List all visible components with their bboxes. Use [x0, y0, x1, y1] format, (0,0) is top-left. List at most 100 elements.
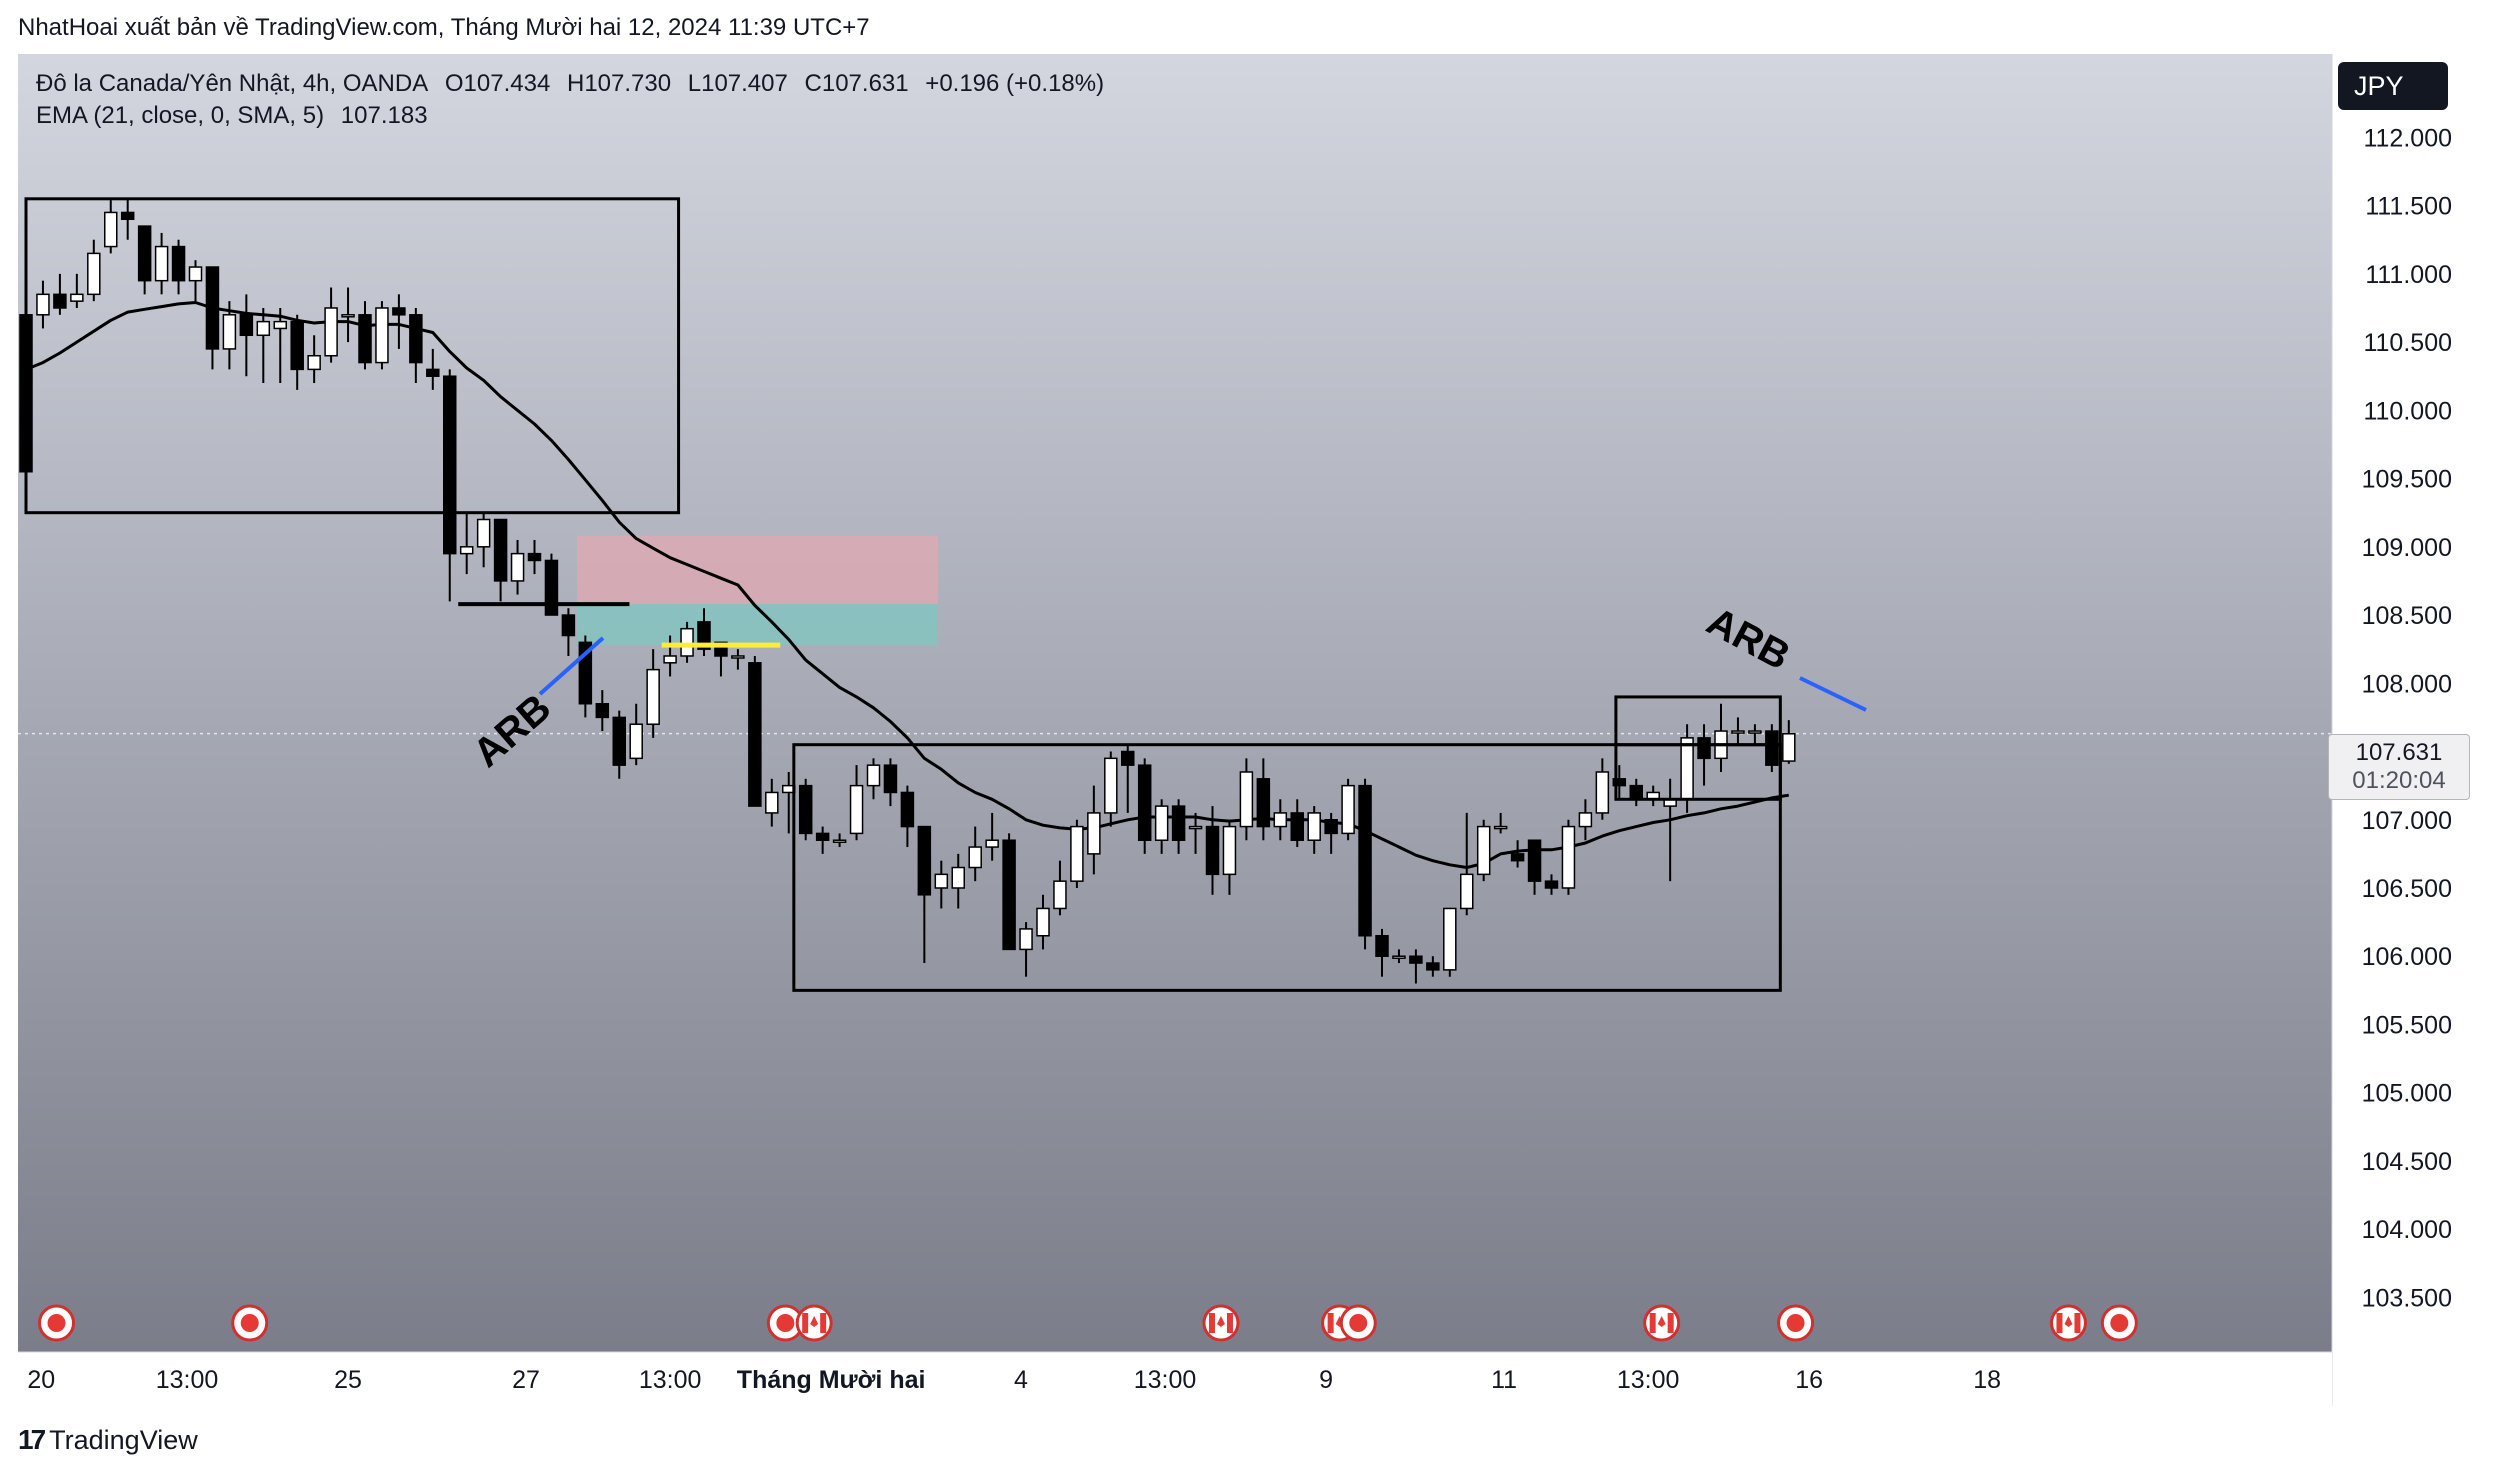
candle-body[interactable]	[1104, 757, 1118, 814]
candle-body[interactable]	[1036, 907, 1050, 937]
candle-body[interactable]	[968, 846, 982, 869]
candle-body[interactable]	[476, 518, 491, 548]
candle-body[interactable]	[222, 314, 237, 350]
candle-body[interactable]	[1409, 955, 1423, 964]
candle-body[interactable]	[815, 832, 830, 841]
candle-body[interactable]	[1341, 784, 1355, 835]
candle-body[interactable]	[934, 873, 949, 889]
candle-body[interactable]	[256, 320, 271, 337]
candle-body[interactable]	[680, 627, 694, 657]
candle-body[interactable]	[510, 552, 525, 582]
candle-body[interactable]	[1273, 812, 1288, 828]
candle-body[interactable]	[493, 518, 508, 582]
candle-body[interactable]	[443, 375, 457, 555]
currency-badge[interactable]: JPY	[2338, 62, 2448, 110]
candle-body[interactable]	[629, 723, 643, 760]
candle-body[interactable]	[1188, 825, 1203, 830]
candle-body[interactable]	[137, 225, 152, 282]
candle-body[interactable]	[1392, 955, 1406, 959]
candle-body[interactable]	[765, 791, 779, 814]
candle-body[interactable]	[697, 621, 711, 650]
candle-body[interactable]	[290, 320, 304, 371]
candle-body[interactable]	[1782, 733, 1796, 762]
indicator-name[interactable]: EMA (21, close, 0, SMA, 5)	[36, 102, 325, 129]
candle-body[interactable]	[205, 266, 220, 350]
candle-body[interactable]	[731, 655, 745, 659]
candle-body[interactable]	[612, 716, 626, 766]
candle-body[interactable]	[1765, 730, 1779, 766]
candle-body[interactable]	[459, 546, 474, 555]
range-box[interactable]	[24, 197, 681, 515]
candle-body[interactable]	[883, 764, 898, 794]
candle-body[interactable]	[1731, 730, 1745, 734]
chart-panel[interactable]: ARB ARB 112.000 111.500 111.000 110.500 110.0…	[18, 54, 2474, 1406]
range-box[interactable]	[792, 743, 1782, 992]
symbol-legend[interactable]: Đô la Canada/Yên Nhật, 4h, OANDA O107.43…	[36, 70, 1114, 98]
candle-body[interactable]	[1290, 812, 1304, 841]
candle-body[interactable]	[748, 662, 762, 807]
candle-body[interactable]	[1748, 730, 1762, 734]
candle-body[interactable]	[53, 293, 67, 309]
candle-body[interactable]	[1222, 825, 1237, 876]
symbol-name[interactable]: Đô la Canada/Yên Nhật, 4h, OANDA	[36, 70, 429, 97]
candle-body[interactable]	[544, 559, 559, 616]
candle-body[interactable]	[36, 293, 50, 316]
candle-body[interactable]	[273, 320, 287, 330]
candle-body[interactable]	[1358, 784, 1372, 937]
time-axis[interactable]	[18, 1352, 2332, 1406]
candle-body[interactable]	[409, 314, 423, 364]
candle-body[interactable]	[341, 314, 355, 318]
candle-body[interactable]	[832, 839, 847, 843]
candle-body[interactable]	[1697, 737, 1711, 760]
candle-body[interactable]	[1324, 819, 1338, 835]
arb-arrow-line[interactable]	[1799, 676, 1867, 712]
candle-body[interactable]	[1680, 737, 1694, 801]
candle-body[interactable]	[1510, 853, 1525, 862]
candle-body[interactable]	[1205, 825, 1220, 876]
candle-body[interactable]	[358, 314, 372, 364]
candle-body[interactable]	[663, 655, 677, 664]
candle-body[interactable]	[307, 354, 321, 371]
candle-body[interactable]	[1493, 825, 1508, 830]
candle-body[interactable]	[1460, 873, 1474, 910]
candle-body[interactable]	[866, 764, 881, 787]
candle-body[interactable]	[1443, 907, 1457, 971]
candle-body[interactable]	[87, 252, 101, 296]
candle-body[interactable]	[426, 368, 440, 377]
candle-body[interactable]	[646, 668, 660, 725]
candle-body[interactable]	[375, 307, 389, 364]
candle-body[interactable]	[1595, 771, 1610, 814]
candle-body[interactable]	[1578, 812, 1593, 828]
candle-body[interactable]	[1256, 778, 1271, 828]
candle-body[interactable]	[1426, 962, 1440, 971]
candle-body[interactable]	[849, 784, 864, 835]
candle-body[interactable]	[188, 266, 203, 282]
candle-body[interactable]	[70, 293, 84, 302]
candle-body[interactable]	[951, 866, 965, 889]
candle-body[interactable]	[1307, 812, 1321, 841]
candle-body[interactable]	[1154, 805, 1169, 841]
candle-body[interactable]	[1612, 778, 1627, 787]
candle-body[interactable]	[1561, 825, 1576, 889]
candle-body[interactable]	[104, 211, 118, 248]
candle-body[interactable]	[798, 784, 813, 835]
candle-body[interactable]	[1527, 839, 1542, 882]
arb-arrow-line[interactable]	[538, 636, 605, 696]
candle-body[interactable]	[1070, 825, 1084, 882]
candle-body[interactable]	[1239, 771, 1254, 828]
tradingview-logo[interactable]: 17 TradingView	[18, 1424, 198, 1456]
candle-body[interactable]	[561, 614, 576, 637]
candle-body[interactable]	[154, 245, 169, 282]
candle-body[interactable]	[900, 791, 915, 828]
candle-body[interactable]	[1375, 935, 1389, 957]
candle-body[interactable]	[120, 211, 135, 221]
candle-body[interactable]	[1053, 880, 1067, 910]
candle-body[interactable]	[1476, 825, 1491, 876]
candle-body[interactable]	[1019, 928, 1033, 951]
candle-body[interactable]	[239, 314, 254, 337]
indicator-legend[interactable]: EMA (21, close, 0, SMA, 5) 107.183	[36, 102, 438, 130]
candle-body[interactable]	[595, 703, 610, 719]
candle-body[interactable]	[392, 307, 406, 316]
candle-body[interactable]	[985, 839, 999, 848]
